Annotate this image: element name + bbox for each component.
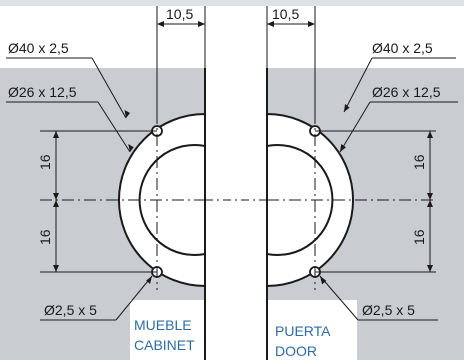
left-spacing-arrow-3 (53, 200, 59, 207)
left-inner-diameter-text: Ø26 x 12,5 (8, 84, 77, 100)
right-screw-leader (319, 275, 359, 321)
right-outer-diameter-callout: Ø40 x 2,5 (343, 40, 456, 113)
right-outer-leader (343, 57, 373, 113)
right-inner-leader-arrow (340, 144, 346, 152)
left-outer-leader-arrow (124, 110, 130, 118)
right-lower-spacing-text: 16 (411, 229, 427, 245)
top-band (0, 0, 464, 6)
left-offset-arrow-b (198, 21, 205, 27)
right-screw-hole-text: Ø2,5 x 5 (362, 302, 415, 318)
left-spacing-arrow-4 (53, 265, 59, 272)
right-outer-leader-arrow (344, 104, 350, 112)
cabinet-plate (40, 68, 206, 360)
cabinet-label-es: MUEBLE (134, 317, 192, 333)
left-spacing-arrow-1 (53, 131, 59, 138)
right-spacing-arrow-2 (427, 193, 433, 200)
left-screw-leader-arrow (146, 276, 152, 284)
door-plate (266, 68, 436, 360)
left-upper-spacing-text: 16 (37, 154, 53, 170)
right-screw-hole-callout: Ø2,5 x 5 (319, 275, 438, 321)
right-spacing-arrow-3 (427, 200, 433, 207)
left-offset-text: 10,5 (166, 6, 193, 22)
left-screw-leader (115, 275, 153, 321)
left-screw-hole-callout: Ø2,5 x 5 (40, 275, 153, 321)
right-inner-diameter-text: Ø26 x 12,5 (372, 84, 441, 100)
right-offset-text: 10,5 (272, 6, 299, 22)
left-screw-hole-text: Ø2,5 x 5 (44, 302, 97, 318)
left-outer-leader (91, 57, 127, 119)
right-outer-diameter-text: Ø40 x 2,5 (372, 40, 433, 56)
left-lower-spacing-text: 16 (37, 229, 53, 245)
cabinet-label-en: CABINET (134, 337, 195, 353)
right-offset-arrow-b (308, 21, 315, 27)
left-spacing-arrow-2 (53, 193, 59, 200)
right-screw-leader-arrow (320, 276, 327, 285)
right-label-area (267, 300, 357, 360)
right-inner-leader (339, 101, 371, 153)
right-offset-dimension: 10,5 (266, 6, 316, 116)
left-outer-diameter-text: Ø40 x 2,5 (8, 40, 69, 56)
right-spacing-arrow-4 (427, 265, 433, 272)
left-outer-diameter-callout: Ø40 x 2,5 (6, 40, 130, 119)
right-offset-arrow-a (267, 21, 274, 27)
left-inner-diameter-callout: Ø26 x 12,5 (6, 84, 134, 153)
left-inner-leader (97, 101, 131, 153)
door-label-es: PUERTA (275, 323, 331, 339)
left-offset-dimension: 10,5 (156, 6, 206, 116)
left-label-area (130, 300, 205, 360)
door-label-en: DOOR (275, 343, 317, 359)
left-spacing-dimension: 16 16 (37, 130, 157, 273)
left-offset-arrow-a (157, 21, 164, 27)
left-inner-leader-arrow (128, 144, 134, 152)
right-spacing-dimension: 16 16 (315, 130, 436, 273)
right-upper-spacing-text: 16 (411, 154, 427, 170)
right-inner-diameter-callout: Ø26 x 12,5 (339, 84, 458, 153)
right-spacing-arrow-1 (427, 131, 433, 138)
